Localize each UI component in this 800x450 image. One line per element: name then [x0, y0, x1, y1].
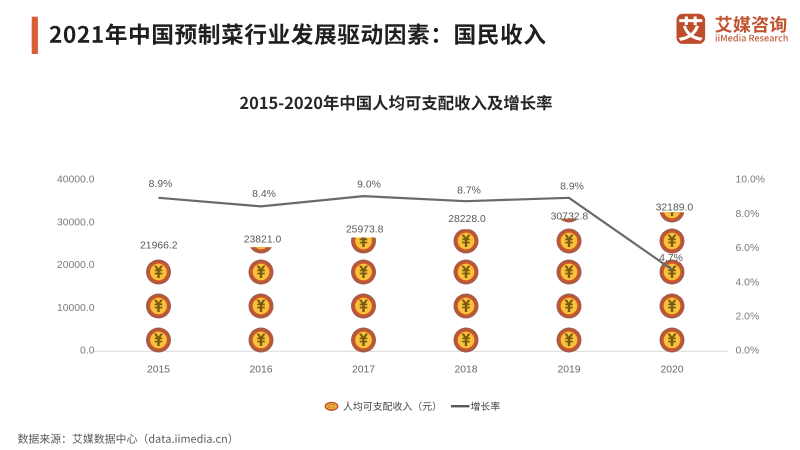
svg-text:32189.0: 32189.0	[656, 202, 694, 213]
svg-text:20000.0: 20000.0	[57, 260, 95, 271]
svg-text:21966.2: 21966.2	[140, 240, 178, 251]
svg-text:25973.8: 25973.8	[346, 225, 384, 236]
svg-text:8.0%: 8.0%	[736, 209, 760, 220]
svg-text:2019: 2019	[557, 365, 580, 376]
svg-text:6.0%: 6.0%	[736, 243, 760, 254]
svg-text:2015: 2015	[147, 365, 170, 376]
svg-text:4.0%: 4.0%	[736, 277, 760, 288]
svg-text:10000.0: 10000.0	[57, 303, 95, 314]
svg-text:2020: 2020	[660, 365, 683, 376]
svg-text:8.4%: 8.4%	[252, 189, 276, 200]
svg-text:2017: 2017	[352, 365, 375, 376]
svg-text:2018: 2018	[454, 365, 477, 376]
svg-text:8.9%: 8.9%	[560, 182, 584, 193]
svg-text:23821.0: 23821.0	[244, 234, 282, 245]
svg-text:10.0%: 10.0%	[736, 175, 765, 186]
svg-text:8.7%: 8.7%	[457, 186, 481, 197]
svg-text:40000.0: 40000.0	[57, 175, 95, 186]
svg-text:8.9%: 8.9%	[149, 179, 173, 190]
svg-text:30000.0: 30000.0	[57, 217, 95, 228]
svg-text:9.0%: 9.0%	[357, 180, 381, 191]
svg-text:0.0: 0.0	[80, 346, 95, 357]
svg-text:0.0%: 0.0%	[736, 346, 760, 357]
svg-text:28228.0: 28228.0	[448, 214, 486, 225]
svg-text:2016: 2016	[249, 365, 272, 376]
svg-text:2.0%: 2.0%	[736, 312, 760, 323]
svg-text:30732.8: 30732.8	[551, 211, 589, 222]
svg-text:4.7%: 4.7%	[659, 253, 683, 264]
